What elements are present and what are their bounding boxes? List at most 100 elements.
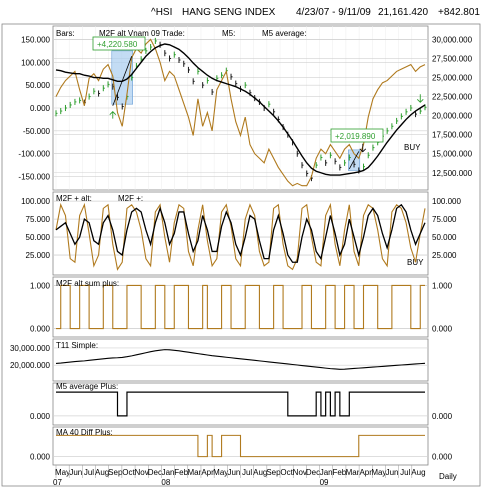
- m2f-right-tick-label: 25.000: [432, 251, 457, 260]
- price-left-tick-label: -100.000: [18, 150, 50, 159]
- price-left-tick-label: -50.000: [23, 127, 51, 136]
- panel-frame: [52, 191, 429, 276]
- header-symbol: ^HSI: [151, 7, 172, 18]
- m2f-left-tick-label: 25.000: [26, 251, 51, 260]
- ma40-right-tick-label: 0.000: [432, 453, 453, 462]
- month-tick-label: Mar: [187, 468, 201, 477]
- price-right-tick-label: 17,500.000: [432, 131, 473, 140]
- price-left-tick-label: 0.000: [30, 104, 51, 113]
- month-tick-label: Apr: [201, 468, 214, 477]
- month-tick-label: Jan: [162, 468, 175, 477]
- m2f-left-tick-label: 50.000: [26, 233, 51, 242]
- legend-m2f-plus: M2F +:: [118, 194, 143, 203]
- panel-frame: [52, 382, 429, 426]
- price-right-tick-label: 12,500.000: [432, 169, 473, 178]
- interval-label: Daily: [439, 472, 457, 481]
- annotation-box-1: [92, 36, 146, 51]
- header-last-price: 21,161.420: [378, 7, 428, 18]
- price-left-tick-label: -150.000: [18, 173, 50, 182]
- price-right-tick-label: 27,500.000: [432, 54, 473, 63]
- m2f-right-tick-label: 75.000: [432, 215, 457, 224]
- month-tick-label: May: [371, 468, 386, 477]
- t11-left-tick-label: 20,000.000: [10, 361, 51, 370]
- panel-frames: [1, 23, 481, 487]
- price-left-tick-label: 150.000: [21, 35, 50, 44]
- legend-ma40-diff-plus: MA 40 Diff Plus:: [56, 428, 113, 437]
- m2f-alt-sum-plus-panel: 1.000 0.000 1.000 0.000: [30, 281, 453, 333]
- month-tick-label: Jul: [84, 468, 94, 477]
- month-tick-label: Feb: [174, 468, 188, 477]
- m5p-left-tick-label: 0.000: [30, 412, 51, 421]
- trade-arrow-1: [112, 56, 133, 106]
- legend-m2f-trade: M2F alt Vnam 09 Trade:: [99, 29, 185, 38]
- month-tick-label: Aug: [411, 468, 425, 477]
- price-right-tick-label: 22,500.000: [432, 93, 473, 102]
- buy-arrow-icon: [416, 94, 424, 103]
- annotation-box-2: [330, 128, 384, 143]
- outer-frame: [1, 23, 481, 487]
- sum-left-tick-label: 1.000: [30, 281, 51, 290]
- trade-arrow-2: [348, 151, 360, 170]
- price-right-tick-label: 25,000.000: [432, 74, 473, 83]
- m5p-right-tick-label: 0.000: [432, 412, 453, 421]
- t11-left-tick-label: 30,000.000: [10, 344, 51, 353]
- t11-simple-line: [55, 349, 426, 370]
- legend-bars: Bars:: [56, 29, 75, 38]
- m2f-left-tick-label: 100.000: [21, 197, 50, 206]
- price-left-tick-label: 100.000: [21, 58, 50, 67]
- annotation-buy-price: BUY: [404, 143, 421, 152]
- header-name: HANG SENG INDEX: [182, 7, 276, 18]
- annotation-gain-1: +4,220.580: [97, 40, 138, 49]
- month-tick-label: Oct: [122, 468, 135, 477]
- m5-average-plus-line: [56, 391, 425, 417]
- m2f-alt-panel: 100.000 75.000 50.000 25.000 100.000 75.000 50…: [21, 197, 461, 271]
- month-tick-label: Feb: [332, 468, 346, 477]
- annotation-buy-m2f: BUY: [407, 258, 424, 267]
- sum-right-tick-label: 1.000: [432, 281, 453, 290]
- m2f-right-tick-label: 100.000: [432, 197, 461, 206]
- panel-frame: [52, 276, 429, 338]
- m5-average-line: [55, 43, 426, 176]
- price-right-tick-label: 30,000.000: [432, 35, 473, 44]
- ma40-left-tick-label: 0.000: [30, 453, 51, 462]
- month-tick-label: Jul: [400, 468, 410, 477]
- m2f-right-tick-label: 50.000: [432, 233, 457, 242]
- year-tick-label: 09: [320, 478, 329, 487]
- month-tick-label: Dec: [148, 468, 162, 477]
- legend-m2f-plus-alt: M2F + alt:: [56, 194, 92, 203]
- m2f-alt-sum-plus-line: [56, 284, 425, 330]
- legend-t11-simple: T11 Simple:: [56, 341, 98, 350]
- ma40-diff-plus-line: [56, 434, 425, 458]
- month-tick-label: Jan: [320, 468, 333, 477]
- m5-average-plus-panel: 0.000 0.000: [30, 391, 453, 421]
- down-arrow-icon: [359, 143, 367, 153]
- t11-simple-panel: 30,000.000 20,000.000: [10, 344, 428, 370]
- month-tick-label: Oct: [280, 468, 293, 477]
- up-arrow-icon: [109, 111, 117, 119]
- price-panel: 150.000 100.000 50.000 0.000 -50.000 -100.000…: [18, 26, 473, 190]
- month-tick-label: Aug: [253, 468, 267, 477]
- ma40-diff-plus-panel: 0.000 0.000: [30, 434, 453, 462]
- m5-line: [55, 38, 426, 187]
- sum-left-tick-label: 0.000: [30, 325, 51, 334]
- month-tick-label: Sep: [266, 468, 281, 477]
- month-tick-label: Jun: [386, 468, 399, 477]
- legend-m5-average: M5 average:: [262, 29, 306, 38]
- month-tick-label: May: [213, 468, 228, 477]
- month-tick-label: Aug: [95, 468, 109, 477]
- m2f-plus-alt-line: [55, 202, 426, 271]
- year-tick-label: 07: [53, 478, 62, 487]
- month-tick-label: May: [55, 468, 70, 477]
- price-right-tick-label: 15,000.000: [432, 150, 473, 159]
- legend-m5: M5:: [222, 29, 235, 38]
- price-right-tick-label: 20,000.000: [432, 112, 473, 121]
- month-tick-label: Nov: [293, 468, 307, 477]
- legend-m2f-alt-sum-plus: M2F alt sum plus:: [56, 279, 119, 288]
- month-tick-label: Dec: [306, 468, 320, 477]
- month-tick-label: Jun: [69, 468, 82, 477]
- month-tick-label: Sep: [108, 468, 123, 477]
- price-left-tick-label: 50.000: [26, 81, 51, 90]
- sum-right-tick-label: 0.000: [432, 325, 453, 334]
